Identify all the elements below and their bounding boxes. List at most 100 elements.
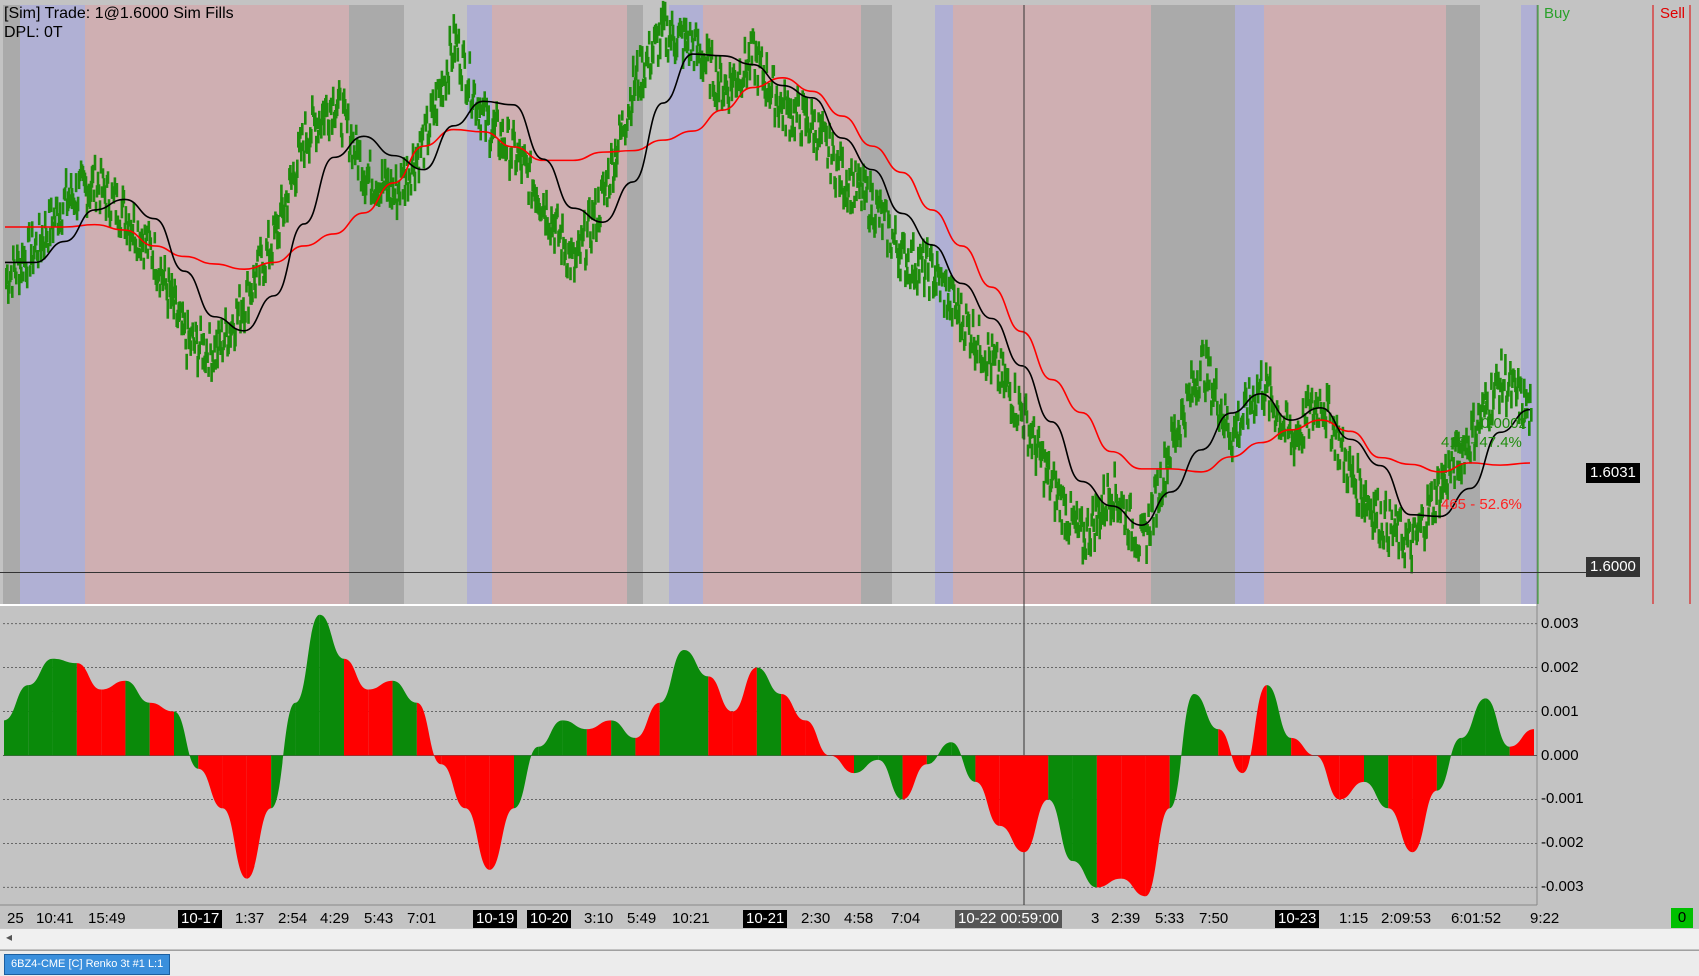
renko-brick bbox=[986, 332, 990, 345]
renko-brick bbox=[165, 283, 169, 301]
renko-brick bbox=[931, 253, 934, 268]
renko-brick bbox=[1463, 462, 1466, 475]
renko-brick bbox=[1355, 498, 1359, 517]
scroll-left-icon[interactable]: ◂ bbox=[6, 930, 13, 944]
renko-brick bbox=[455, 34, 459, 47]
chart-tab-strip: 6BZ4-CME [C] Renko 3t #1 L:1 bbox=[0, 950, 1699, 976]
renko-brick bbox=[915, 267, 918, 289]
renko-brick bbox=[320, 119, 323, 139]
renko-brick bbox=[410, 158, 414, 175]
oscillator-segment bbox=[781, 693, 806, 756]
renko-brick bbox=[1008, 381, 1012, 402]
oscillator-segment bbox=[684, 649, 709, 756]
renko-brick bbox=[713, 91, 717, 107]
renko-brick bbox=[606, 197, 609, 208]
horizontal-scrollbar[interactable] bbox=[0, 928, 1699, 949]
renko-brick bbox=[347, 151, 351, 163]
oscillator-segment bbox=[1412, 755, 1437, 853]
renko-brick bbox=[1477, 402, 1480, 416]
renko-brick bbox=[957, 304, 961, 324]
renko-brick bbox=[1088, 528, 1091, 549]
renko-brick bbox=[1370, 510, 1374, 527]
renko-brick bbox=[655, 25, 659, 43]
renko-brick bbox=[1388, 499, 1392, 512]
renko-brick bbox=[157, 268, 161, 282]
renko-brick bbox=[518, 138, 521, 154]
renko-brick bbox=[243, 313, 246, 334]
renko-brick bbox=[595, 223, 598, 242]
renko-brick bbox=[459, 69, 463, 81]
renko-brick bbox=[707, 38, 711, 57]
renko-brick bbox=[955, 309, 959, 325]
renko-brick bbox=[1514, 377, 1517, 393]
buy-button[interactable]: Buy bbox=[1544, 5, 1570, 22]
renko-brick bbox=[1450, 451, 1453, 462]
renko-brick bbox=[512, 119, 515, 137]
renko-brick bbox=[1491, 409, 1494, 426]
renko-brick bbox=[439, 84, 443, 107]
renko-brick bbox=[1464, 435, 1467, 456]
renko-brick bbox=[879, 189, 882, 209]
renko-brick bbox=[431, 89, 435, 106]
time-axis-label: 4:29 bbox=[320, 910, 350, 927]
renko-brick bbox=[1325, 383, 1329, 402]
renko-brick bbox=[1484, 382, 1487, 401]
renko-brick bbox=[316, 117, 319, 130]
sell-button[interactable]: Sell bbox=[1660, 5, 1686, 22]
renko-brick bbox=[890, 247, 893, 259]
session-band bbox=[669, 5, 703, 604]
indicator-tick-label: -0.003 bbox=[1541, 878, 1584, 896]
renko-brick bbox=[594, 188, 597, 205]
renko-brick bbox=[311, 95, 314, 115]
renko-brick bbox=[276, 231, 279, 250]
renko-brick bbox=[1026, 444, 1030, 457]
renko-brick bbox=[467, 78, 471, 99]
renko-brick bbox=[692, 60, 696, 72]
renko-brick bbox=[1164, 481, 1167, 498]
renko-brick bbox=[330, 118, 334, 135]
renko-brick bbox=[475, 101, 479, 121]
renko-brick bbox=[961, 315, 965, 327]
renko-brick bbox=[1169, 457, 1172, 469]
renko-brick bbox=[710, 39, 714, 60]
renko-brick bbox=[909, 273, 912, 290]
renko-brick bbox=[806, 116, 809, 133]
renko-brick bbox=[61, 202, 65, 215]
renko-brick bbox=[1292, 446, 1296, 467]
renko-brick bbox=[303, 150, 306, 168]
renko-brick bbox=[592, 223, 595, 240]
renko-brick bbox=[471, 93, 475, 110]
renko-brick bbox=[967, 314, 971, 335]
renko-brick bbox=[10, 265, 13, 280]
session-band bbox=[85, 5, 349, 604]
renko-brick bbox=[385, 188, 389, 202]
renko-brick bbox=[631, 55, 635, 78]
renko-brick bbox=[351, 131, 355, 144]
time-axis-label: 10-23 bbox=[1275, 910, 1320, 928]
price-panel[interactable] bbox=[0, 0, 1699, 928]
renko-brick bbox=[85, 203, 89, 218]
renko-brick bbox=[120, 200, 124, 219]
renko-brick bbox=[785, 96, 788, 115]
renko-brick bbox=[515, 154, 518, 172]
renko-brick bbox=[1179, 434, 1182, 448]
chart-tab[interactable]: 6BZ4-CME [C] Renko 3t #1 L:1 bbox=[4, 954, 171, 975]
renko-brick bbox=[310, 129, 313, 144]
renko-brick bbox=[1099, 512, 1102, 530]
renko-brick bbox=[1025, 410, 1029, 424]
renko-brick bbox=[570, 237, 573, 258]
renko-brick bbox=[930, 243, 933, 262]
renko-brick bbox=[147, 220, 151, 234]
renko-brick bbox=[635, 50, 639, 72]
oscillator-segment bbox=[659, 649, 684, 756]
renko-brick bbox=[1475, 433, 1478, 448]
renko-brick bbox=[588, 197, 591, 219]
renko-brick bbox=[1497, 371, 1500, 390]
renko-brick bbox=[417, 166, 421, 184]
oscillator-segment bbox=[101, 680, 126, 756]
renko-brick bbox=[958, 323, 962, 343]
renko-brick bbox=[895, 240, 898, 254]
renko-brick bbox=[881, 223, 884, 241]
renko-brick bbox=[1057, 478, 1061, 497]
renko-brick bbox=[1241, 413, 1245, 430]
